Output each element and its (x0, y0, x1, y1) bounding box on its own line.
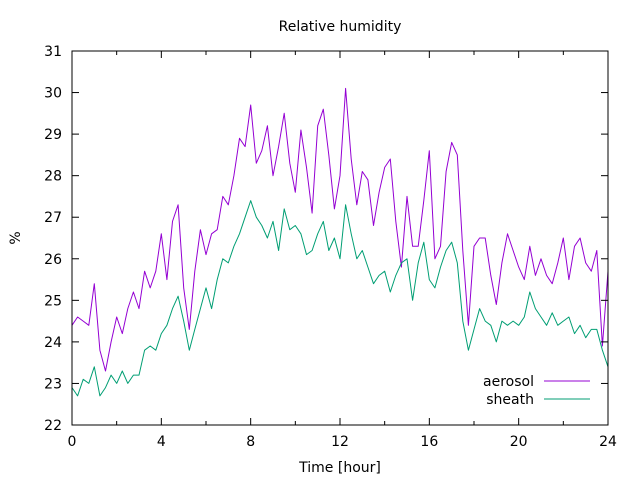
x-tick-label: 12 (331, 434, 349, 450)
x-axis-label: Time [hour] (298, 460, 381, 476)
y-tick-label: 22 (44, 418, 62, 434)
x-tick-label: 0 (68, 434, 77, 450)
series-layer (71, 87, 609, 397)
x-axis: 0 4 8 12 16 20 24 (68, 51, 617, 450)
y-axis-label: % (8, 231, 24, 244)
y-tick-label: 29 (44, 127, 62, 143)
x-tick-label: 4 (157, 434, 166, 450)
y-tick-label: 31 (44, 44, 62, 60)
y-tick-label: 27 (44, 210, 62, 226)
legend-label-sheath: sheath (486, 392, 534, 408)
plot-frame (71, 50, 609, 426)
y-tick-label: 24 (44, 335, 62, 351)
legend: aerosol sheath (483, 374, 590, 408)
x-tick-label: 16 (420, 434, 438, 450)
y-tick-label: 25 (44, 293, 62, 309)
series-line-sheath (71, 200, 609, 397)
y-axis: 22 23 24 25 26 27 28 29 30 31 (44, 44, 608, 434)
x-tick-label: 8 (246, 434, 255, 450)
y-tick-label: 28 (44, 169, 62, 185)
y-tick-label: 23 (44, 376, 62, 392)
y-tick-label: 26 (44, 252, 62, 268)
series-line-aerosol (71, 87, 609, 372)
y-tick-label: 30 (44, 86, 62, 102)
x-tick-label: 20 (510, 434, 528, 450)
x-tick-label: 24 (599, 434, 617, 450)
chart-title: Relative humidity (279, 19, 402, 35)
legend-label-aerosol: aerosol (483, 374, 534, 390)
